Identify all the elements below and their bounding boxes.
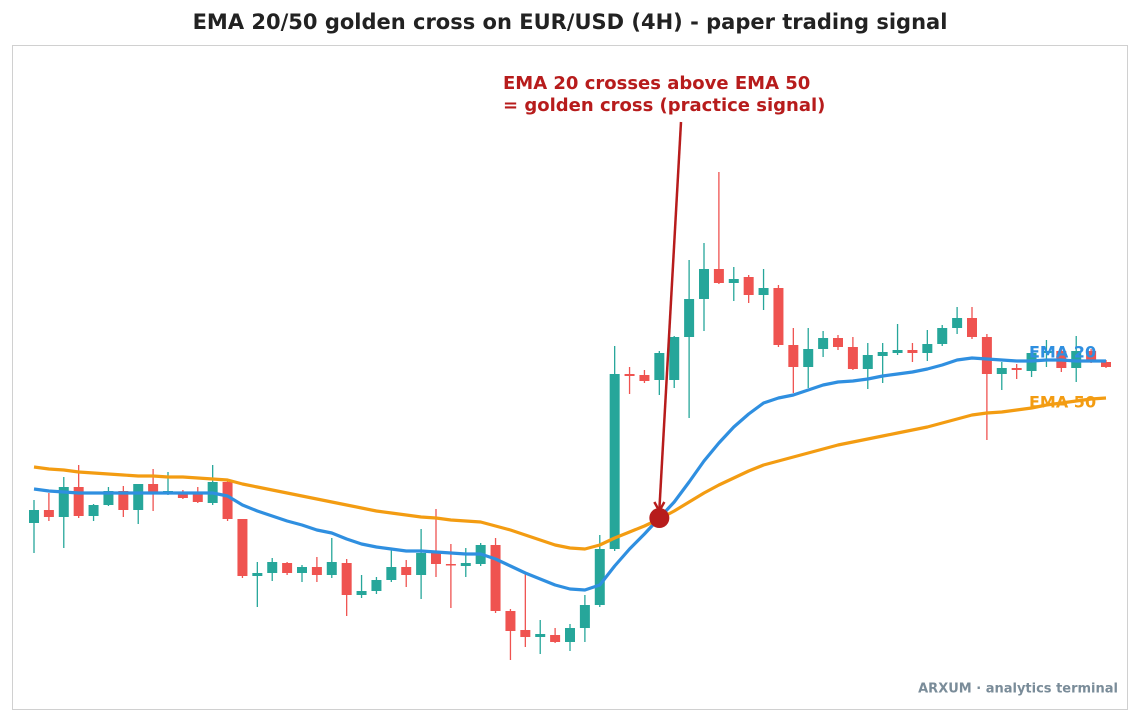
candle-body: [743, 277, 754, 295]
annotation-arrow: [658, 121, 683, 511]
annotation-text: = golden cross (practice signal): [503, 95, 825, 116]
candle-body: [609, 374, 620, 549]
ema-line: [33, 356, 1106, 592]
candle-body: [118, 491, 129, 510]
candle-body: [88, 505, 99, 516]
candle-body: [1101, 362, 1111, 367]
legend-label: EMA 20: [1029, 343, 1096, 362]
annotation-text: EMA 20 crosses above EMA 50: [503, 73, 810, 94]
candle-body: [594, 549, 605, 605]
candle-body: [818, 338, 829, 349]
candle-body: [639, 375, 650, 381]
candle-body: [297, 567, 307, 573]
candle-body: [1086, 351, 1097, 360]
plot-frame: [12, 45, 1128, 710]
candle-body: [669, 337, 680, 380]
candle-body: [148, 484, 159, 492]
candle-body: [237, 519, 248, 576]
candle-body: [788, 345, 799, 367]
candle-body: [416, 553, 427, 575]
candle-body: [937, 328, 948, 344]
candle-body: [43, 510, 54, 517]
candle-body: [713, 269, 724, 283]
candle-body: [133, 484, 144, 510]
candle-body: [58, 487, 69, 517]
candle-body: [847, 347, 858, 369]
candle-body: [326, 562, 337, 575]
candle-body: [73, 487, 84, 516]
candle-body: [505, 611, 516, 631]
candle-body: [579, 605, 590, 628]
candle-body: [833, 338, 843, 347]
candle-body: [862, 355, 873, 369]
candle-body: [445, 564, 456, 566]
candle-body: [684, 299, 695, 337]
candle-body: [654, 353, 665, 380]
candle-body: [520, 630, 531, 637]
candle-body: [177, 493, 188, 498]
candle-body: [282, 563, 293, 573]
candle-body: [103, 491, 114, 505]
candle-body: [222, 482, 233, 519]
candle-body: [952, 318, 963, 328]
candle-body: [907, 350, 918, 353]
legend-label: EMA 50: [1029, 393, 1096, 412]
cross-marker: [649, 508, 670, 528]
candle-body: [922, 344, 933, 353]
candle-body: [401, 567, 412, 575]
candle-body: [892, 350, 903, 353]
candle-body: [877, 352, 888, 356]
candle-body: [252, 573, 263, 576]
candle-body: [356, 591, 367, 595]
candle-body: [758, 288, 769, 295]
candle-body: [981, 337, 992, 374]
candle-body: [490, 545, 501, 611]
candle-body: [431, 553, 441, 564]
candle-body: [803, 349, 814, 367]
candle-body: [699, 269, 709, 299]
candle-body: [267, 562, 278, 573]
candle-body: [341, 563, 352, 595]
candle-body: [460, 563, 471, 566]
candle-body: [311, 567, 322, 575]
chart-title: EMA 20/50 golden cross on EUR/USD (4H) -…: [193, 10, 948, 34]
footer: ARXUM · analytics terminal: [918, 682, 1118, 697]
candle-body: [371, 580, 382, 591]
candle-body: [386, 567, 397, 580]
candle-body: [535, 634, 546, 637]
candle-body: [773, 288, 784, 345]
candle-body: [996, 368, 1007, 374]
candle-body: [967, 318, 977, 337]
candle-body: [29, 510, 39, 523]
candle-body: [624, 374, 635, 376]
ema-line: [33, 396, 1107, 551]
candle-body: [565, 628, 575, 642]
candle-body: [1011, 368, 1022, 370]
candle-body: [728, 279, 739, 283]
candle-body: [1041, 351, 1052, 353]
candle-body: [550, 635, 561, 642]
candle-body: [192, 494, 203, 502]
